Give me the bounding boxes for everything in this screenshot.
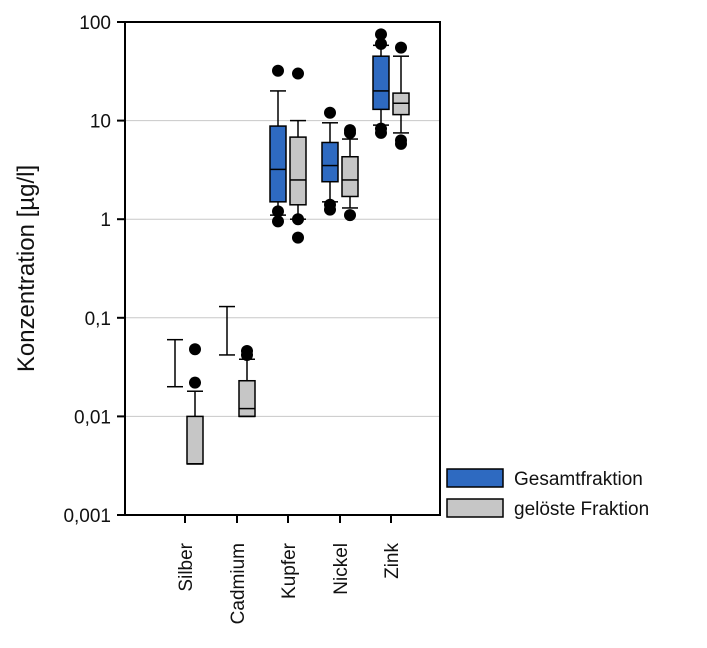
legend-label: gelöste Fraktion [514, 499, 649, 520]
x-tick-label: Kupfer [279, 542, 300, 599]
outlier-point [324, 106, 336, 119]
box-group [186, 343, 204, 465]
box-group [341, 124, 359, 222]
x-axis-ticks: Silber Cadmium Kupfer Nickel Zink [176, 515, 403, 624]
y-axis-title: Konzentration [µg/l] [13, 165, 40, 372]
outlier-point [292, 67, 304, 80]
y-axis-ticks: 0,001 0,01 0,1 1 10 100 [63, 13, 125, 527]
box-group [289, 67, 307, 244]
series-gesamtfraktion [167, 28, 390, 388]
y-tick-label: 0,1 [85, 309, 111, 330]
box [289, 136, 307, 206]
box [372, 55, 390, 111]
box [341, 155, 359, 198]
box-group [372, 28, 390, 139]
outlier-point [344, 209, 356, 222]
outlier-point [344, 124, 356, 137]
y-tick-label: 1 [100, 210, 111, 231]
outlier-point [292, 231, 304, 244]
outlier-point [272, 64, 284, 77]
y-tick-label: 0,001 [63, 506, 111, 527]
x-tick-label: Cadmium [228, 543, 249, 624]
legend-swatch [446, 468, 504, 488]
box-group [238, 345, 256, 418]
axes [124, 21, 441, 516]
box-group [219, 305, 235, 356]
series-geloeste-fraktion [186, 41, 410, 465]
x-tick-label: Zink [382, 543, 403, 579]
legend-swatch [446, 498, 504, 518]
outlier-point [292, 213, 304, 226]
box [269, 125, 287, 203]
outlier-point [375, 122, 387, 135]
box-group [269, 64, 287, 228]
box [238, 379, 256, 418]
outlier-point [241, 345, 253, 358]
y-tick-label: 100 [79, 13, 111, 34]
box [186, 415, 204, 465]
outlier-point [272, 205, 284, 218]
legend-label: Gesamtfraktion [514, 469, 643, 490]
outlier-point [395, 134, 407, 147]
legend-item: Gesamtfraktion [446, 468, 643, 490]
x-tick-label: Silber [176, 542, 197, 591]
outlier-point [189, 376, 201, 389]
legend-item: gelöste Fraktion [446, 498, 649, 520]
outlier-point [189, 343, 201, 356]
x-tick-label: Nickel [331, 543, 352, 595]
box-group [392, 41, 410, 150]
y-tick-label: 0,01 [74, 407, 111, 428]
box [321, 141, 339, 183]
outlier-point [375, 28, 387, 41]
plot-marks [167, 28, 410, 465]
legend: Gesamtfraktion gelöste Fraktion [446, 468, 649, 520]
box-group [321, 106, 339, 216]
y-tick-label: 10 [90, 112, 111, 133]
box-group [167, 338, 183, 388]
outlier-point [375, 37, 387, 50]
outlier-point [272, 215, 284, 228]
outlier-point [324, 198, 336, 211]
outlier-point [395, 41, 407, 54]
plot-frame [124, 21, 441, 516]
